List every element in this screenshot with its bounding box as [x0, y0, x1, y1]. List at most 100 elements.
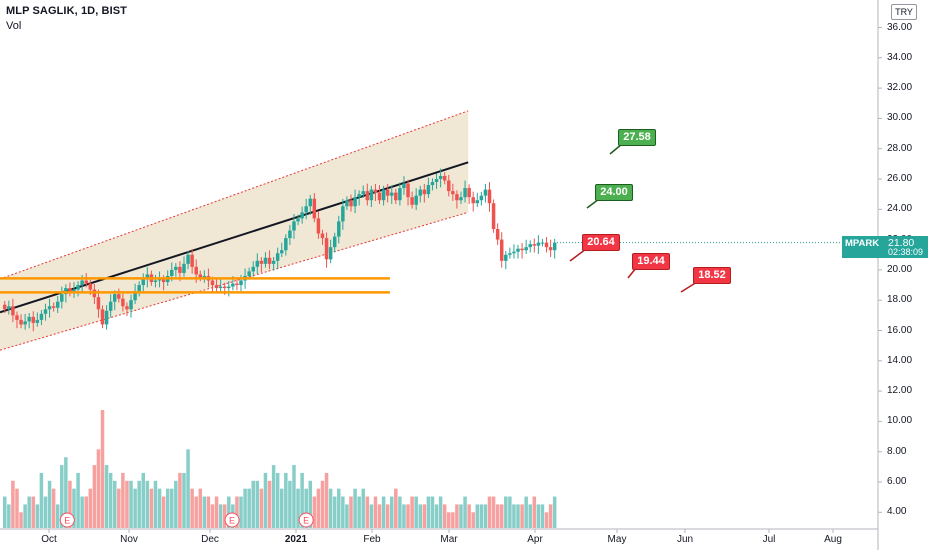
- volume-bar: [255, 480, 260, 528]
- price-label-red[interactable]: 20.64: [582, 234, 620, 251]
- candle-body: [186, 254, 190, 264]
- price-tick-label: 10.00: [887, 415, 913, 427]
- candle-body: [51, 306, 56, 308]
- candle-body: [7, 306, 11, 310]
- volume-bar: [251, 480, 255, 528]
- volume-bar: [337, 488, 341, 528]
- candle-body: [35, 319, 40, 323]
- candle-body: [121, 298, 125, 307]
- volume-bar: [108, 472, 113, 528]
- volume-bar: [475, 504, 480, 528]
- volume-bar: [434, 504, 439, 528]
- candle-body: [332, 236, 337, 248]
- volume-bar: [186, 449, 190, 528]
- volume-bar: [133, 488, 137, 528]
- regression-channel[interactable]: [0, 110, 469, 351]
- volume-bar: [312, 496, 317, 528]
- candle-body: [39, 313, 44, 320]
- candle-body: [104, 310, 109, 325]
- volume-bar: [455, 504, 459, 528]
- volume-bar: [137, 480, 141, 528]
- volume-bar: [532, 496, 537, 528]
- candle-body: [528, 244, 532, 248]
- candle-body: [296, 218, 300, 222]
- volume-bar: [479, 504, 484, 528]
- volume-bar: [141, 472, 145, 528]
- volume-bar: [365, 496, 370, 528]
- candle-body: [357, 194, 361, 198]
- currency-button[interactable]: TRY: [891, 4, 917, 20]
- candle-body: [271, 260, 276, 264]
- candle-body: [108, 301, 113, 311]
- volume-bar: [3, 496, 7, 528]
- volume-bar: [15, 488, 19, 528]
- volume-bar: [288, 480, 292, 528]
- candle-body: [55, 301, 60, 308]
- price-tick-label: 6.00: [887, 476, 907, 487]
- candle-body: [499, 239, 504, 261]
- candle-body: [19, 319, 23, 325]
- candle-body: [365, 191, 370, 201]
- candle-body: [459, 197, 463, 201]
- volume-bar: [202, 496, 207, 528]
- candle-body: [394, 192, 398, 201]
- volume-bar: [536, 504, 541, 528]
- earnings-marker-label: E: [229, 516, 235, 526]
- volume-bar: [471, 512, 475, 528]
- price-tick-label: 18.00: [887, 294, 913, 306]
- price-label-leader: [569, 248, 587, 262]
- price-tick-label: 30.00: [887, 112, 913, 124]
- candle-body: [471, 197, 475, 204]
- volume-bar: [149, 488, 154, 528]
- volume-bar: [406, 504, 410, 528]
- symbol-title[interactable]: MLP SAGLIK, 1D, BIST: [6, 5, 127, 17]
- last-price-value: 21.80: [888, 237, 915, 249]
- price-tick-label: 4.00: [887, 506, 907, 518]
- candle-body: [300, 212, 304, 219]
- candle-body: [552, 242, 557, 251]
- time-tick-label: Mar: [440, 534, 458, 545]
- candle-body: [385, 189, 390, 196]
- volume-bar: [483, 504, 488, 528]
- volume-bar: [222, 504, 227, 528]
- volume-bar: [39, 472, 44, 528]
- candle-body: [304, 206, 308, 213]
- channel-fill: [0, 110, 469, 351]
- candle-body: [47, 306, 52, 310]
- price-label-green[interactable]: 24.00: [595, 184, 633, 201]
- time-tick-label: 2021: [284, 534, 308, 545]
- candle-body: [353, 197, 357, 207]
- volume-bar: [210, 504, 215, 528]
- candle-body: [508, 253, 512, 255]
- candle-body: [292, 221, 296, 231]
- candle-body: [275, 253, 280, 261]
- candle-body: [389, 192, 394, 196]
- volume-bar: [104, 465, 109, 528]
- candle-body: [137, 285, 141, 292]
- earnings-marker-label: E: [64, 516, 70, 526]
- candle-body: [255, 260, 260, 267]
- candle-body: [316, 218, 321, 234]
- price-label-green[interactable]: 27.58: [618, 129, 656, 146]
- candle-body: [438, 175, 443, 179]
- volume-bar: [552, 496, 557, 528]
- candle-body: [31, 316, 36, 323]
- candle-body: [88, 283, 93, 290]
- volume-bar: [235, 496, 239, 528]
- volume-legend[interactable]: Vol: [6, 20, 22, 32]
- candle-body: [455, 194, 459, 201]
- volume-bar: [422, 504, 427, 528]
- candle-body: [27, 316, 31, 322]
- candle-body: [157, 278, 162, 281]
- candle-body: [479, 195, 484, 201]
- channel-lower-edge: [0, 211, 469, 351]
- support-levels[interactable]: [0, 242, 878, 294]
- candle-body: [202, 275, 207, 278]
- price-tick-label: 14.00: [887, 354, 913, 366]
- price-label-red[interactable]: 19.44: [632, 253, 670, 270]
- volume-bar: [320, 480, 325, 528]
- price-label-red[interactable]: 18.52: [693, 267, 731, 284]
